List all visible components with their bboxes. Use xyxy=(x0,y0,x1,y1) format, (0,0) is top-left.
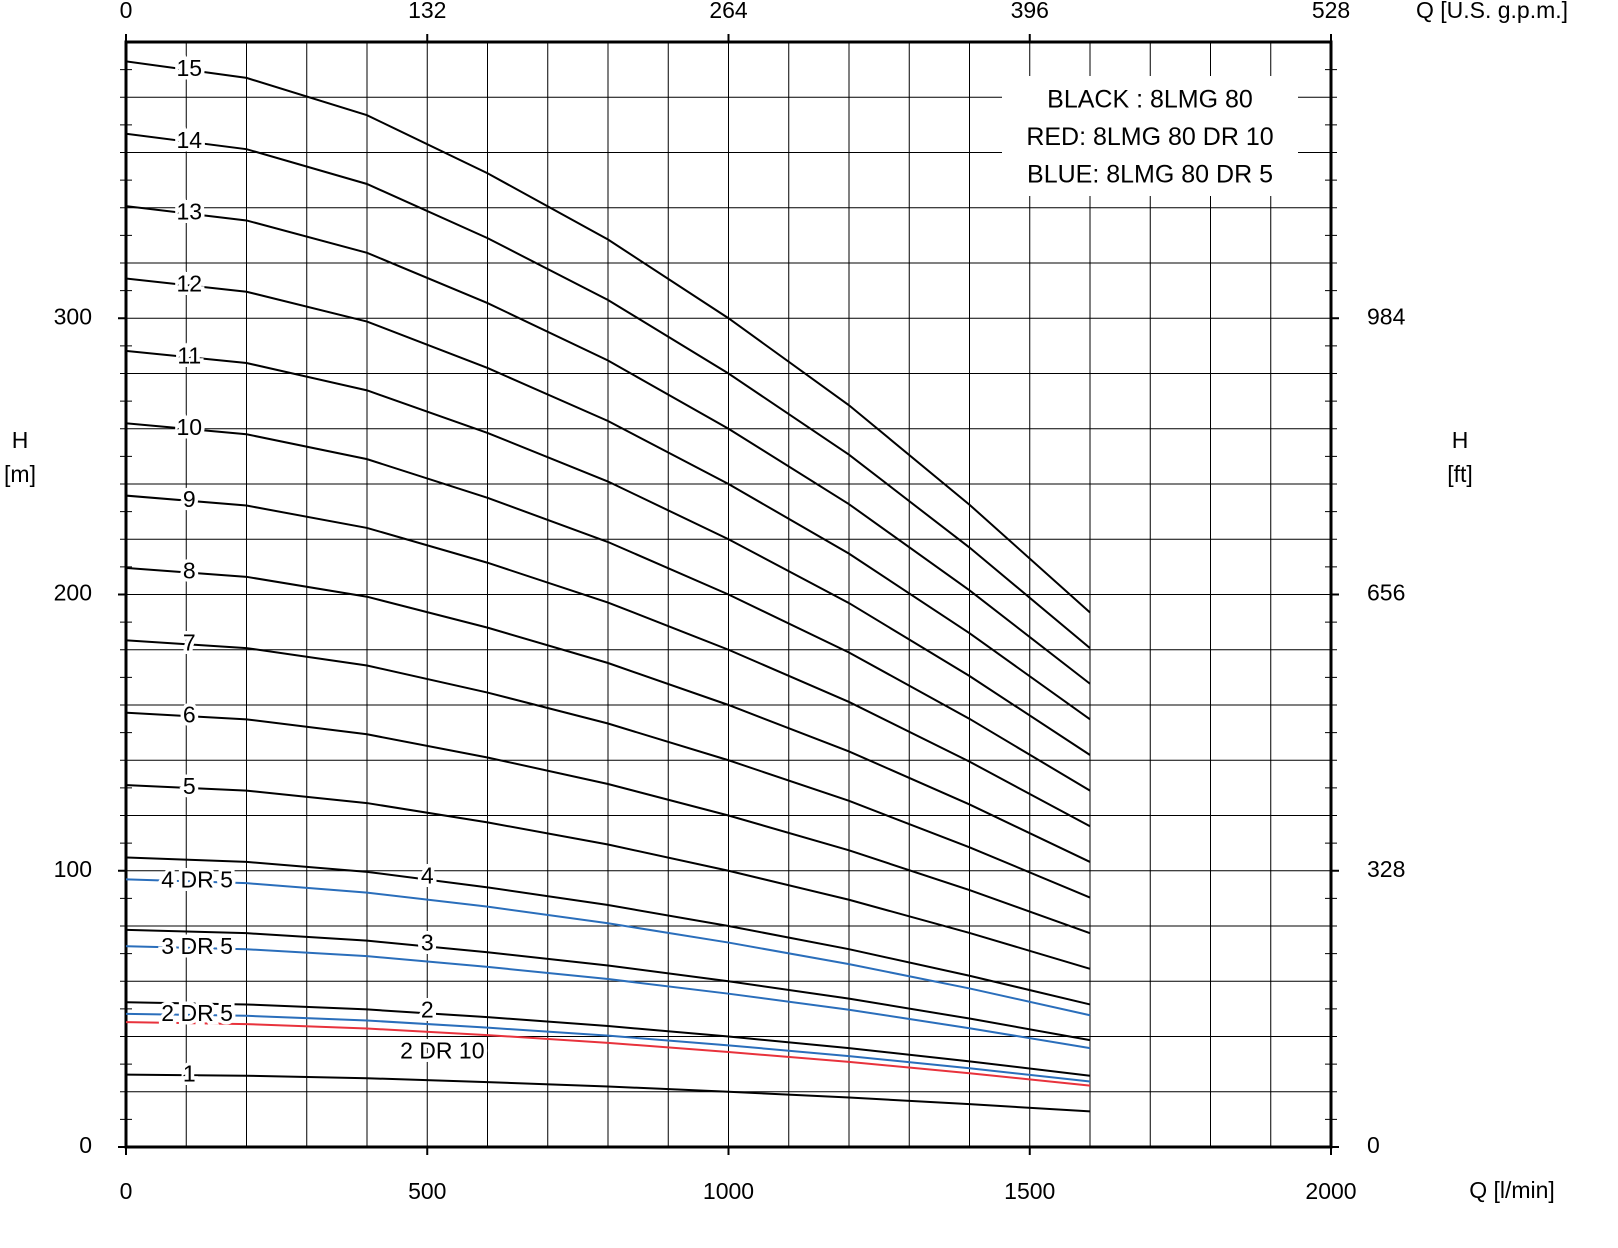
y-axis-title: H xyxy=(12,427,29,453)
x2-axis-title: Q [U.S. g.p.m.] xyxy=(1416,0,1568,23)
y-tick-label: 300 xyxy=(54,303,92,329)
y2-tick-label: 984 xyxy=(1367,303,1406,329)
curve-label: 11 xyxy=(177,342,201,368)
x-axis-title: Q [l/min] xyxy=(1469,1177,1555,1203)
y-axis-unit: [m] xyxy=(4,461,36,487)
x2-tick-label: 264 xyxy=(709,0,748,23)
x-tick-label: 500 xyxy=(408,1178,446,1204)
y-tick-label: 100 xyxy=(54,856,92,882)
x-tick-label: 2000 xyxy=(1305,1178,1356,1204)
curve xyxy=(125,277,1091,721)
curve xyxy=(125,928,1091,1042)
annotation-box xyxy=(1002,76,1298,196)
curve xyxy=(125,60,1091,614)
annotation: BLUE: 8LMG 80 DR 5 xyxy=(1027,161,1273,189)
curve-label: 12 xyxy=(176,271,202,297)
x-tick-label: 1000 xyxy=(703,1178,754,1204)
curve xyxy=(125,132,1091,649)
x2-tick-label: 396 xyxy=(1011,0,1049,23)
y2-tick-label: 328 xyxy=(1367,856,1405,882)
curve-label: 7 xyxy=(183,629,196,655)
y2-axis-unit: [ft] xyxy=(1447,461,1473,487)
curve xyxy=(125,566,1091,863)
curve xyxy=(125,711,1091,935)
curve-label: 3 DR 5 xyxy=(161,933,233,959)
annotation: RED: 8LMG 80 DR 10 xyxy=(1026,123,1273,151)
y-tick-label: 0 xyxy=(79,1132,92,1158)
curve-label: 8 xyxy=(183,558,196,584)
curve-label: 10 xyxy=(176,414,202,440)
curve-label: 13 xyxy=(176,199,202,225)
y2-axis-title: H xyxy=(1452,427,1469,453)
curve xyxy=(125,1012,1091,1083)
x2-tick-label: 0 xyxy=(120,0,133,23)
curve-label: 6 xyxy=(183,701,196,727)
curve-label: 2 DR 10 xyxy=(400,1038,484,1064)
curve xyxy=(125,1073,1091,1113)
curve xyxy=(125,945,1091,1050)
curve xyxy=(125,1001,1091,1077)
x2-tick-label: 528 xyxy=(1312,0,1350,23)
curve xyxy=(125,639,1091,899)
curve-label: 9 xyxy=(183,486,196,512)
curve-label: 2 DR 5 xyxy=(161,1000,233,1026)
curve-label: 2 xyxy=(421,996,434,1022)
y-tick-label: 200 xyxy=(54,580,92,606)
x2-tick-label: 132 xyxy=(408,0,446,23)
annotation: BLACK : 8LMG 80 xyxy=(1047,86,1253,114)
curve-label: 4 xyxy=(421,863,434,889)
x-tick-label: 0 xyxy=(120,1178,133,1204)
curve-label: 3 xyxy=(421,930,434,956)
curve xyxy=(125,1021,1091,1087)
x-tick-label: 1500 xyxy=(1004,1178,1055,1204)
curve xyxy=(125,205,1091,685)
curve-label: 14 xyxy=(176,127,202,153)
curve xyxy=(125,878,1091,1017)
curve xyxy=(125,349,1091,756)
y2-tick-label: 0 xyxy=(1367,1132,1380,1158)
curve-label: 4 DR 5 xyxy=(161,867,233,893)
curve-label: 5 xyxy=(183,773,196,799)
curve xyxy=(125,856,1091,1006)
curve-label: 15 xyxy=(176,55,202,81)
curve xyxy=(125,422,1091,792)
curve xyxy=(125,784,1091,970)
curve-label: 1 xyxy=(183,1060,196,1086)
y2-tick-label: 656 xyxy=(1367,580,1405,606)
curve xyxy=(125,494,1091,828)
